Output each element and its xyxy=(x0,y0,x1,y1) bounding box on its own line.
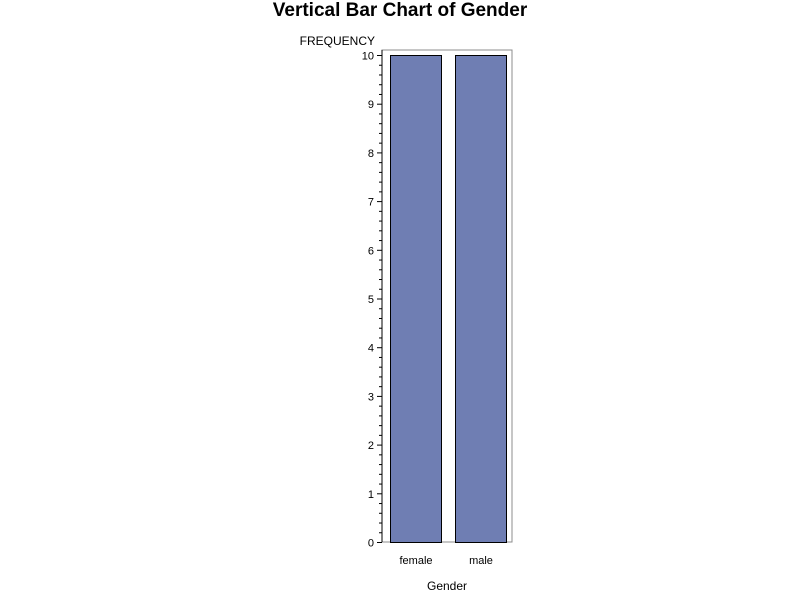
y-tick-label: 7 xyxy=(368,197,374,209)
x-tick-label-female: female xyxy=(399,555,432,567)
y-tick-label: 8 xyxy=(368,148,374,160)
chart-title: Vertical Bar Chart of Gender xyxy=(272,0,528,21)
y-tick-label: 5 xyxy=(368,294,374,306)
y-tick-label: 2 xyxy=(368,440,374,452)
x-tick-label-male: male xyxy=(469,555,493,567)
y-tick-label: 0 xyxy=(368,538,374,550)
y-tick-label: 9 xyxy=(368,99,374,111)
y-tick-label: 4 xyxy=(368,343,374,355)
y-tick-label: 1 xyxy=(368,489,374,501)
y-axis-label: FREQUENCY xyxy=(300,34,375,48)
y-tick-label: 6 xyxy=(368,245,374,257)
y-tick-label: 3 xyxy=(368,391,374,403)
bar-female xyxy=(390,55,442,543)
y-tick-label: 10 xyxy=(362,51,374,63)
bar-male xyxy=(455,55,507,543)
x-axis-label: Gender xyxy=(427,579,467,593)
